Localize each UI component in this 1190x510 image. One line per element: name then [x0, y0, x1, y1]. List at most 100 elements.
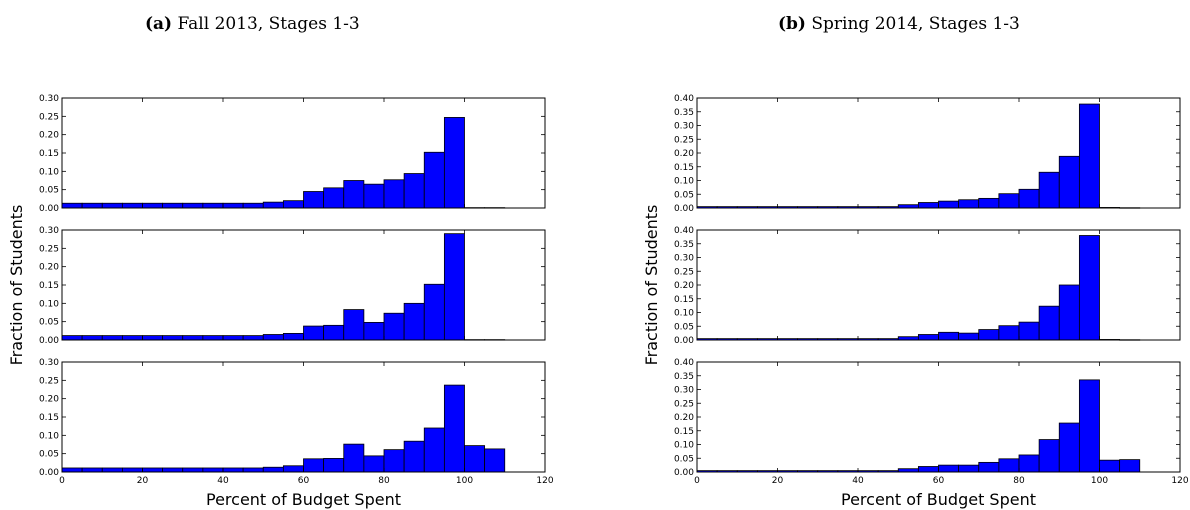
chart0-xtick-label: 20: [137, 476, 149, 486]
chart0-sub0-bar: [383, 179, 405, 209]
chart1-sub0-ytick-label: 0.15: [674, 163, 694, 173]
chart0-sub0-bar: [182, 202, 204, 209]
chart0-sub2-bar: [262, 466, 284, 473]
chart1-sub1-bar: [938, 331, 960, 341]
chart1-sub1-bar: [998, 325, 1020, 341]
chart0-sub0-bar: [81, 202, 103, 209]
chart1-sub2-bar: [1038, 439, 1060, 473]
chart0-sub2-ytick-label: 0.15: [39, 413, 59, 423]
chart1-sub2-bar: [1078, 379, 1100, 473]
chart1-sub0-bar: [917, 202, 939, 209]
chart0-sub1-bar: [142, 335, 164, 341]
chart0-sub2-bar: [101, 467, 123, 473]
caption-a-text: Fall 2013, Stages 1-3: [172, 14, 360, 34]
chart0-sub0-bar: [222, 202, 244, 209]
chart0-sub1-ytick-label: 0.00: [39, 336, 59, 346]
chart0-xtick-label: 0: [59, 476, 65, 486]
chart1-sub0-ytick-label: 0.35: [674, 108, 694, 118]
chart1-xlabel: Percent of Budget Spent: [841, 490, 1036, 509]
chart0-sub1-bar: [81, 335, 103, 341]
chart1-sub1-bar: [1058, 284, 1080, 341]
chart0-sub2-bar: [343, 443, 365, 473]
chart1-sub2-bar: [1119, 459, 1141, 473]
chart0-sub0-bar: [142, 202, 164, 209]
chart1-sub2-ytick-label: 0.35: [674, 372, 694, 382]
chart0-sub2-bar: [443, 384, 465, 473]
chart0-sub0-bar: [121, 202, 143, 209]
chart1-sub0-bar: [998, 193, 1020, 209]
chart0-sub1-bar: [262, 334, 284, 341]
chart0-sub1-ytick-label: 0.20: [39, 263, 59, 273]
chart1-xtick-label: 120: [1171, 476, 1188, 486]
chart1-sub2-bar: [1099, 459, 1121, 473]
chart1-xtick-label: 60: [933, 476, 945, 486]
chart0-sub2-bar: [162, 467, 184, 473]
chart0-xtick-label: 120: [536, 476, 553, 486]
chart0-sub2-bar: [323, 458, 345, 473]
chart0-sub0-ytick-label: 0.10: [39, 167, 59, 177]
chart0-sub1-ytick-label: 0.15: [39, 281, 59, 291]
chart1-sub2-bar: [998, 458, 1020, 473]
chart0-sub1-bar: [222, 335, 244, 341]
chart1-sub0-bar: [958, 199, 980, 209]
chart0-sub1-ytick-label: 0.10: [39, 299, 59, 309]
chart1-sub2-ytick-label: 0.20: [674, 413, 694, 423]
chart1-sub0-ytick-label: 0.05: [674, 190, 694, 200]
chart1-sub0-frame: [696, 97, 1181, 209]
chart1-sub1-ytick-label: 0.10: [674, 309, 694, 319]
chart0-sub1-bar: [323, 324, 345, 341]
chart0-sub1-bar: [403, 302, 425, 341]
chart0-sub1-bar: [182, 335, 204, 341]
chart1-sub1-ytick-label: 0.00: [674, 336, 694, 346]
chart1-sub1-bar: [917, 334, 939, 341]
chart1-sub0-bar: [1078, 103, 1100, 209]
chart1-sub1-ytick-label: 0.35: [674, 240, 694, 250]
chart0-sub1-ytick-label: 0.05: [39, 318, 59, 328]
chart1-sub0-bar: [1038, 171, 1060, 209]
chart0-sub1-bar: [363, 321, 385, 341]
chart0-sub2-ytick-label: 0.20: [39, 395, 59, 405]
chart1-xtick-label: 80: [1013, 476, 1025, 486]
chart1-sub1-bar: [1078, 235, 1100, 341]
chart1-sub1-frame: [696, 229, 1181, 341]
chart0-sub0-bar: [303, 191, 325, 209]
chart0-sub2-bar: [403, 440, 425, 473]
chart0-sub2-bar: [282, 465, 304, 473]
chart0-sub0-ytick-label: 0.15: [39, 149, 59, 159]
chart0-sub2-ytick-label: 0.30: [39, 358, 59, 368]
chart0-xtick-label: 40: [217, 476, 229, 486]
chart1-sub2-ytick-label: 0.00: [674, 468, 694, 478]
caption-b-text: Spring 2014, Stages 1-3: [805, 14, 1020, 34]
chart0-sub1-bar: [343, 309, 365, 341]
chart0-ylabel: Fraction of Students: [7, 205, 26, 366]
chart1-sub1-ytick-label: 0.30: [674, 254, 694, 264]
chart0-sub1-bar: [443, 233, 465, 341]
chart0-sub0-bar: [101, 202, 123, 209]
chart1-xtick-label: 100: [1091, 476, 1108, 486]
chart1-sub1-bar: [1038, 305, 1060, 341]
caption-b: (b) Spring 2014, Stages 1-3: [778, 14, 1020, 34]
chart0-sub0-bar: [242, 202, 264, 209]
chart0-sub1-bar: [121, 335, 143, 341]
chart0-sub2-bar: [242, 467, 264, 473]
chart0-sub0-bar: [363, 183, 385, 209]
chart1-sub0-ytick-label: 0.25: [674, 135, 694, 145]
chart0-sub2-bar: [423, 427, 445, 473]
chart0-sub0-bar: [423, 151, 445, 209]
chart1-sub1-bar: [1018, 321, 1040, 341]
chart0-sub2-bar: [303, 458, 325, 473]
chart0-sub1-ytick-label: 0.30: [39, 226, 59, 236]
chart0-sub0-ytick-label: 0.20: [39, 131, 59, 141]
chart1-sub0-bar: [1018, 188, 1040, 209]
caption-a: (a) Fall 2013, Stages 1-3: [145, 14, 360, 34]
chart1-sub0-ytick-label: 0.40: [674, 94, 694, 104]
chart0-sub2-bar: [121, 467, 143, 473]
chart0-sub2-bar: [182, 467, 204, 473]
caption-a-letter: (a): [145, 14, 173, 34]
chart0-sub0-bar: [323, 187, 345, 209]
chart1-sub2-frame: [696, 361, 1181, 473]
chart0-sub1-bar: [242, 335, 264, 341]
chart0-sub2-ytick-label: 0.05: [39, 450, 59, 460]
